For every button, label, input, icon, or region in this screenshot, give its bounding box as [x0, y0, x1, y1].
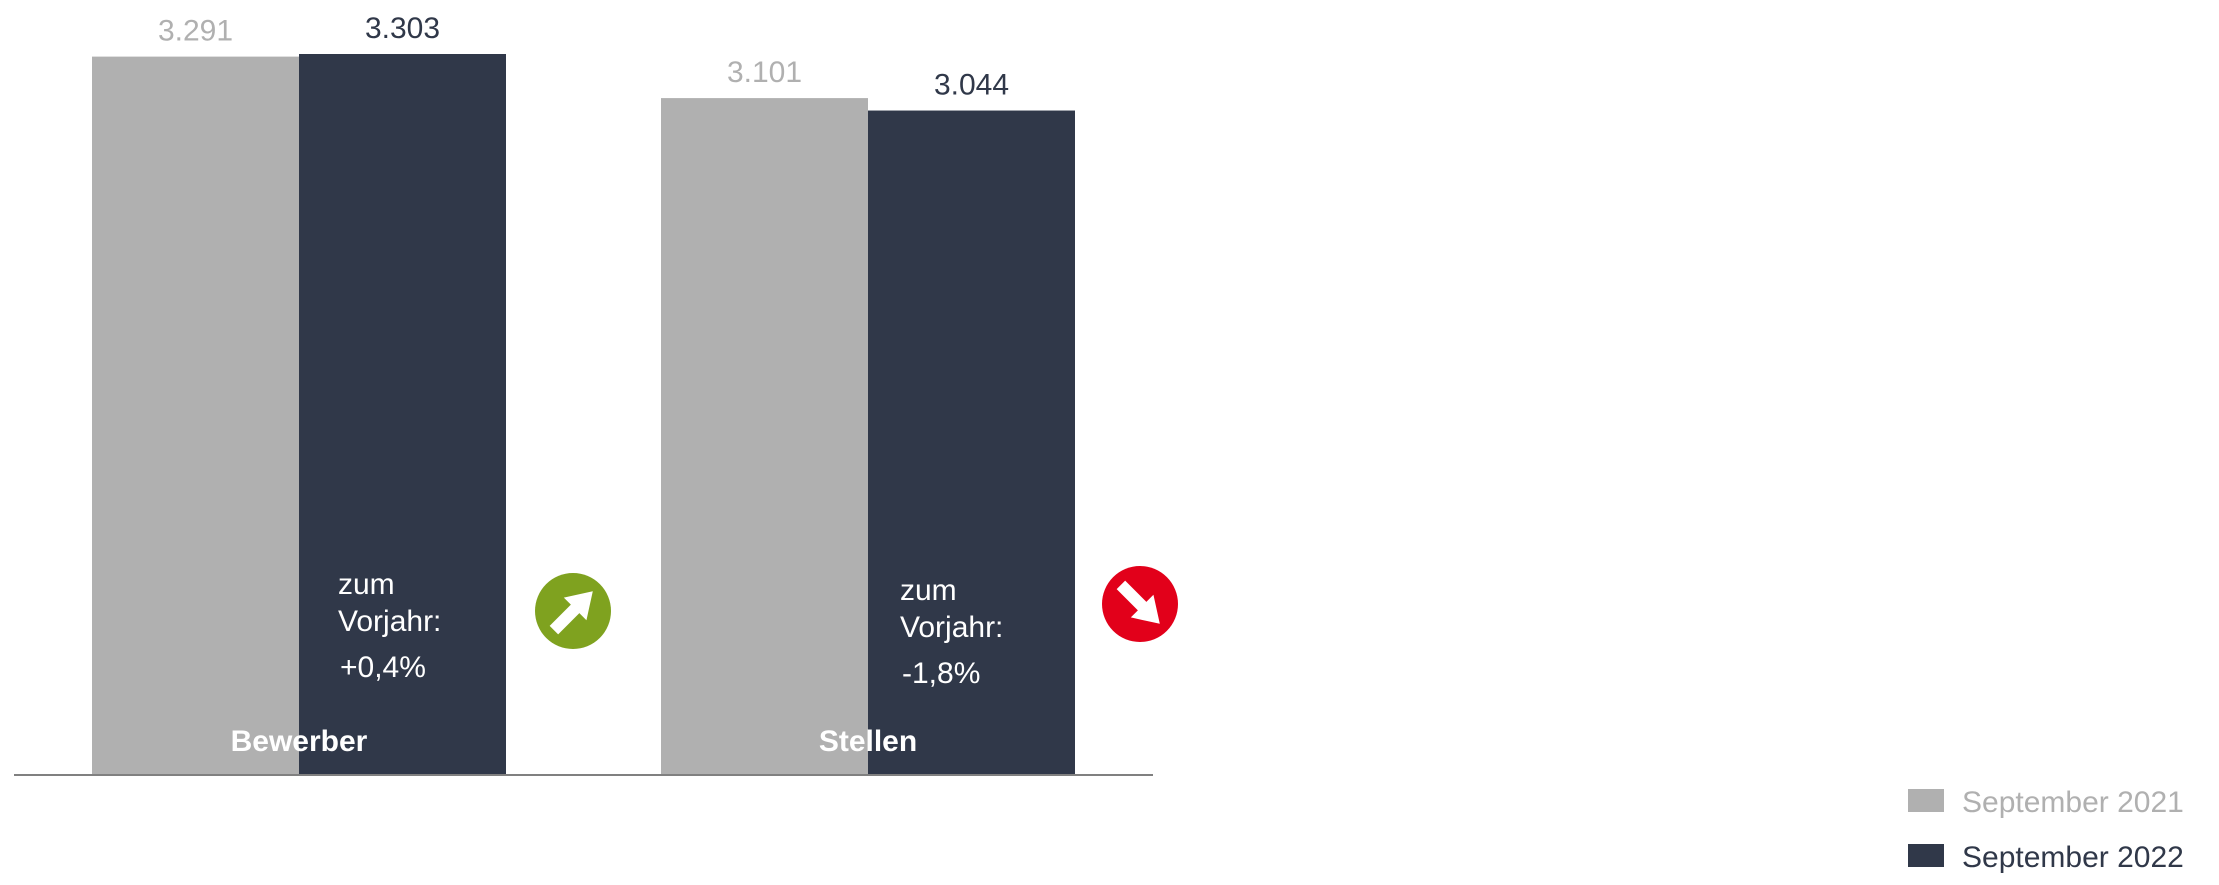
annotation-bewerber-line1: zum	[338, 568, 395, 601]
category-label-stellen: Stellen	[819, 725, 917, 758]
annotation-bewerber-line2: Vorjahr:	[338, 605, 441, 638]
annotations-group: zum Vorjahr: +0,4% zum Vorjahr: -1,8%	[338, 566, 1178, 690]
bar-bewerber-2022	[299, 54, 506, 775]
bars-group	[92, 54, 1075, 775]
category-labels-group: Bewerber Stellen	[231, 725, 918, 758]
value-labels-group: 3.291 3.303 3.101 3.044	[158, 12, 1009, 102]
annotation-stellen-change: -1,8%	[902, 657, 980, 690]
value-label-bewerber-2021: 3.291	[158, 15, 233, 48]
arrow-up-right-icon	[535, 573, 611, 649]
legend-label-2022: September 2022	[1962, 841, 2184, 874]
category-label-bewerber: Bewerber	[231, 725, 368, 758]
legend: September 2021 September 2022	[1908, 786, 2184, 874]
bar-stellen-2022	[868, 110, 1075, 775]
value-label-stellen-2021: 3.101	[727, 56, 802, 89]
bar-stellen-2021	[661, 98, 868, 775]
legend-label-2021: September 2021	[1962, 786, 2184, 819]
value-label-stellen-2022: 3.044	[934, 69, 1009, 102]
arrow-down-right-icon	[1102, 566, 1178, 642]
annotation-bewerber-change: +0,4%	[340, 651, 426, 684]
annotation-stellen-line2: Vorjahr:	[900, 611, 1003, 644]
legend-swatch-2021	[1908, 789, 1944, 812]
bar-bewerber-2021	[92, 56, 299, 775]
annotation-stellen-line1: zum	[900, 574, 957, 607]
legend-swatch-2022	[1908, 844, 1944, 867]
value-label-bewerber-2022: 3.303	[365, 12, 440, 45]
